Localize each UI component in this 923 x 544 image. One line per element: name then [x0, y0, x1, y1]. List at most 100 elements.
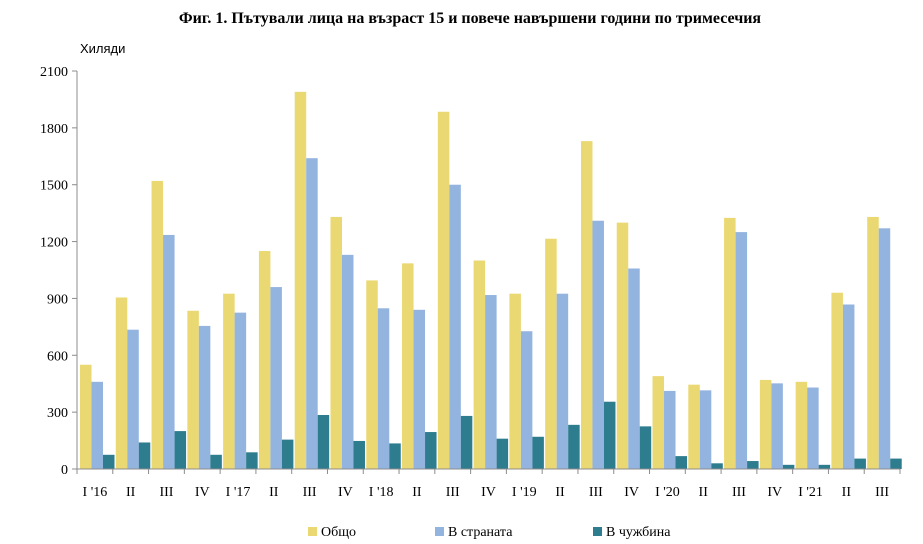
bar-series-0-19 [759, 379, 772, 469]
x-tick-label-12: I '19 [512, 485, 537, 500]
bar-series-2-9 [425, 432, 437, 469]
bar-series-2-19 [782, 464, 795, 469]
bar-series-0-6 [294, 91, 307, 469]
legend-swatch-2 [593, 527, 602, 536]
x-tick-label-3: IV [195, 485, 210, 500]
bar-series-1-1 [127, 329, 139, 469]
bar-series-1-7 [341, 254, 354, 469]
bar-series-1-12 [520, 331, 533, 469]
x-tick-label-10: III [446, 485, 460, 500]
bar-series-2-2 [174, 431, 187, 469]
bar-series-0-1 [115, 297, 128, 469]
x-tick-label-14: III [589, 485, 603, 500]
bar-series-2-4 [246, 452, 258, 469]
bar-series-2-12 [532, 436, 544, 469]
bars [80, 91, 902, 470]
bar-series-2-13 [568, 424, 580, 469]
bar-series-0-13 [545, 238, 557, 469]
bar-series-1-11 [485, 295, 497, 469]
x-tick-label-15: IV [624, 485, 639, 500]
y-axis-label: Хиляди [80, 41, 125, 56]
y-tick-label-3: 900 [47, 292, 68, 307]
bar-series-0-9 [402, 263, 414, 469]
y-tick-label-0: 0 [61, 463, 68, 478]
bar-series-1-18 [735, 232, 748, 469]
bar-series-1-8 [377, 308, 390, 469]
bar-series-2-14 [603, 401, 616, 469]
y-ticks: 0 300 600 900 1200 1500 1800 2100 [40, 65, 77, 478]
bar-series-2-11 [496, 438, 509, 469]
bar-series-0-17 [688, 384, 700, 469]
bar-series-1-15 [628, 268, 640, 469]
bar-series-2-20 [818, 464, 831, 469]
bar-series-2-5 [281, 439, 294, 469]
legend-label-0: Общо [321, 525, 356, 540]
bar-series-2-18 [747, 461, 759, 469]
bar-series-0-2 [151, 180, 164, 470]
bar-series-2-7 [353, 440, 365, 469]
bar-series-2-10 [460, 415, 473, 469]
x-tick-label-19: IV [767, 485, 782, 500]
bar-series-0-4 [223, 293, 235, 469]
y-tick-label-4: 1200 [40, 236, 68, 251]
bar-series-0-0 [80, 364, 92, 469]
bar-series-2-8 [389, 443, 401, 469]
x-tick-label-1: II [126, 485, 136, 500]
bar-series-2-17 [711, 463, 723, 469]
bar-series-1-9 [413, 309, 426, 469]
y-tick-label-7: 2100 [40, 65, 68, 80]
bar-series-0-10 [437, 111, 450, 469]
bar-series-0-8 [366, 280, 378, 469]
bar-series-2-6 [317, 414, 330, 469]
x-tick-label-5: II [269, 485, 279, 500]
bar-series-0-22 [867, 216, 879, 469]
x-ticks: I '16 II III IV I '17 II III IV I '18 II III IV I '1… [76, 469, 901, 500]
bar-series-1-2 [163, 234, 175, 469]
x-tick-label-17: II [699, 485, 709, 500]
bar-series-1-17 [699, 390, 712, 469]
x-tick-label-11: IV [481, 485, 496, 500]
x-tick-label-21: II [842, 485, 852, 500]
bar-series-1-22 [878, 228, 891, 469]
bar-series-0-15 [616, 222, 629, 469]
x-tick-label-20: I '21 [798, 485, 823, 500]
bar-series-1-4 [234, 312, 247, 469]
x-tick-label-9: II [412, 485, 422, 500]
bar-series-1-3 [198, 325, 211, 469]
x-tick-label-18: III [732, 485, 746, 500]
bar-series-1-5 [270, 287, 282, 469]
x-tick-label-2: III [159, 485, 173, 500]
legend: Общо В страната В чужбина [308, 525, 671, 540]
bar-series-0-7 [330, 216, 342, 469]
x-tick-label-0: I '16 [83, 485, 108, 500]
y-tick-label-5: 1500 [40, 179, 68, 194]
bar-series-0-14 [580, 141, 593, 469]
x-tick-label-8: I '18 [369, 485, 394, 500]
bar-series-0-3 [187, 310, 199, 469]
bar-series-1-16 [664, 390, 676, 469]
bar-series-2-3 [210, 454, 222, 469]
bar-series-1-21 [842, 304, 855, 469]
bar-series-2-15 [639, 426, 652, 469]
legend-label-1: В страната [448, 525, 513, 540]
y-tick-label-2: 600 [47, 349, 68, 364]
bar-series-0-18 [724, 217, 736, 469]
y-tick-label-6: 1800 [40, 122, 68, 137]
x-tick-label-4: I '17 [226, 485, 251, 500]
bar-series-1-19 [771, 383, 783, 469]
bar-series-0-16 [652, 376, 665, 469]
x-tick-label-7: IV [338, 485, 353, 500]
bar-series-1-10 [449, 184, 461, 469]
bar-series-0-11 [473, 260, 486, 469]
axes [76, 71, 900, 470]
bar-series-2-16 [675, 456, 688, 469]
bar-series-2-0 [103, 454, 115, 469]
bar-series-1-13 [556, 293, 569, 469]
x-tick-label-16: I '20 [655, 485, 680, 500]
bar-series-0-5 [258, 251, 271, 469]
bar-series-1-14 [592, 220, 604, 469]
bar-series-0-21 [831, 292, 843, 469]
x-tick-label-6: III [303, 485, 317, 500]
legend-swatch-0 [308, 527, 317, 536]
